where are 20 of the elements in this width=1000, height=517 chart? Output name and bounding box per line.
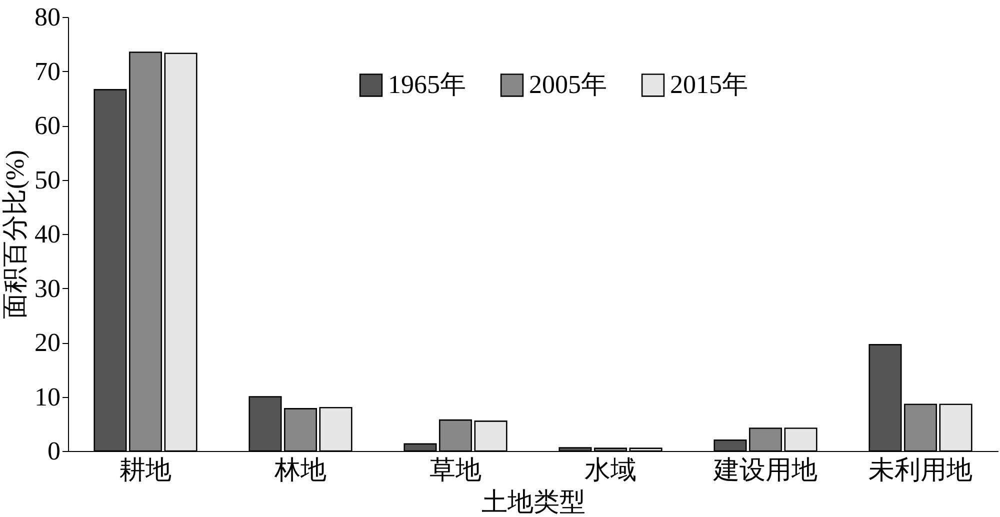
x-tick-label: 林地	[274, 456, 326, 484]
y-tick-label: 60	[34, 111, 60, 140]
y-tick-label: 0	[48, 436, 60, 466]
x-tick-label: 未利用地	[868, 456, 972, 484]
x-tick-label: 耕地	[120, 456, 172, 484]
x-axis-title: 土地类型	[482, 488, 586, 516]
x-tick-label: 建设用地	[712, 456, 818, 484]
y-axis-title: 面积百分比(%)	[0, 150, 30, 319]
legend-label: 1965年	[388, 70, 466, 100]
y-tick-label: 30	[34, 274, 60, 303]
y-tick-label: 80	[34, 2, 60, 32]
y-tick-label: 70	[34, 56, 60, 86]
y-tick-label: 20	[34, 328, 60, 357]
x-tick-label: 水域	[584, 456, 636, 484]
x-tick-label: 草地	[430, 456, 482, 484]
y-tick-label: 50	[34, 165, 60, 194]
y-tick-label: 40	[34, 220, 60, 248]
legend-label: 2015年	[670, 70, 748, 100]
y-tick-label: 10	[34, 382, 60, 412]
legend-label: 2005年	[529, 70, 607, 100]
